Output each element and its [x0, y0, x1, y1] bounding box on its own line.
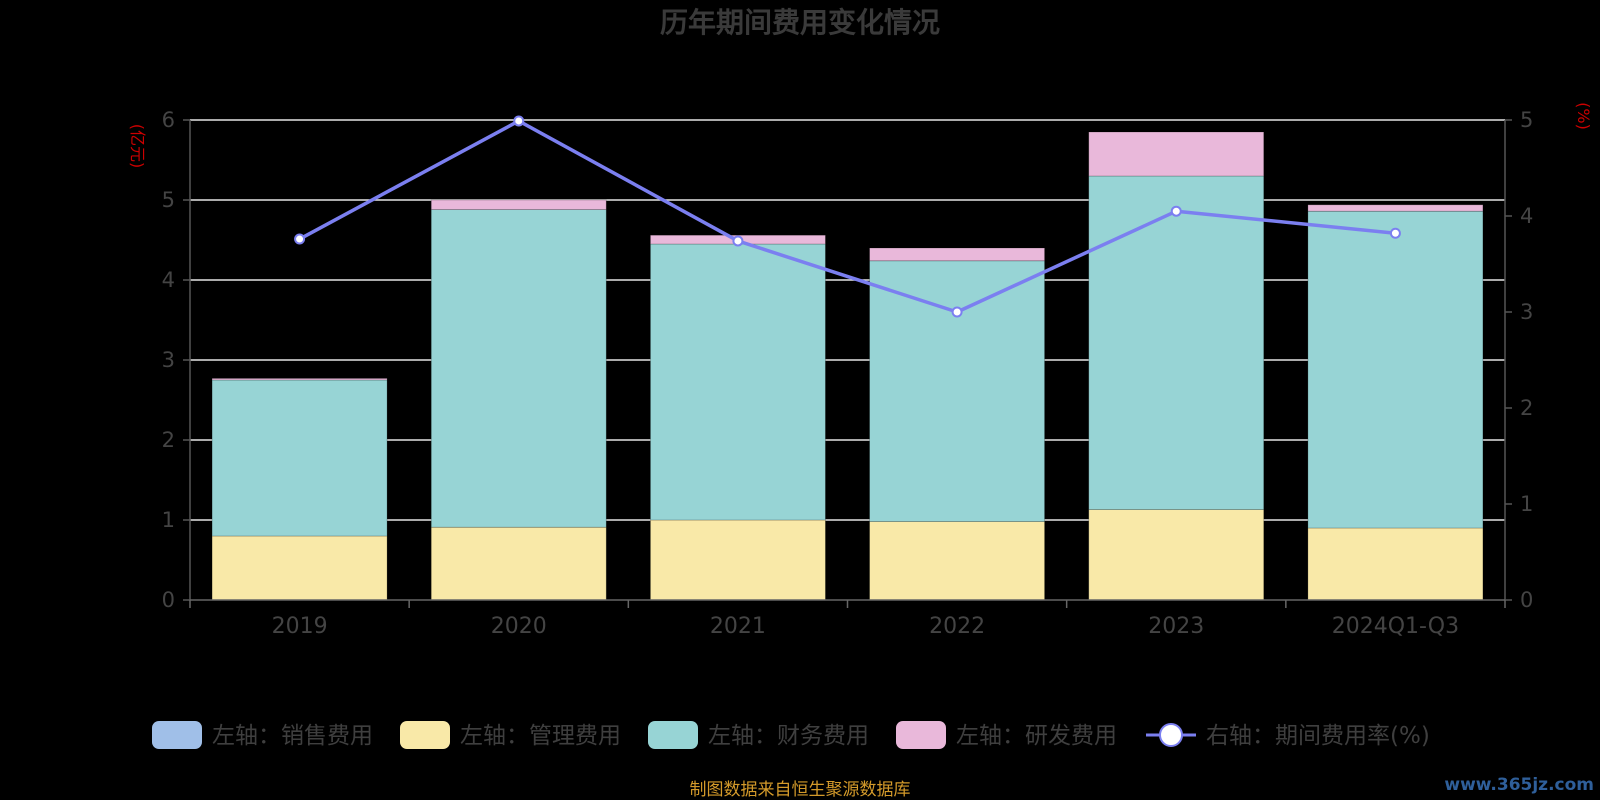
legend-label: 左轴：研发费用: [956, 723, 1117, 749]
category-label: 2020: [491, 614, 547, 639]
line-point: [732, 235, 744, 247]
left-tick-label: 0: [162, 588, 175, 612]
axes: 0 1 2 3 4 5 6 0 1 2 3 4 5 2019 2020 2021 2022 2023 2024Q1-…: [162, 108, 1534, 639]
bar-segment: [211, 379, 388, 537]
legend-swatch: [896, 721, 946, 749]
category-label: 2022: [929, 614, 985, 639]
legend-label: 左轴：财务费用: [708, 723, 869, 749]
legend-label: 左轴：销售费用: [212, 723, 373, 749]
right-tick-label: 5: [1520, 108, 1533, 132]
right-axis-unit: (%): [1574, 102, 1593, 130]
legend: 左轴：销售费用 左轴：管理费用 左轴：财务费用 左轴：研发费用 右轴：期间费用率(%): [152, 721, 1430, 749]
right-tick-label: 3: [1520, 300, 1533, 324]
right-tick-label: 0: [1520, 588, 1533, 612]
line-point: [951, 306, 963, 318]
left-tick-label: 2: [162, 428, 175, 452]
line-point: [1389, 227, 1401, 239]
bar-segment: [650, 519, 826, 601]
left-axis-unit: (亿元): [128, 124, 147, 169]
line-point: [513, 115, 525, 127]
left-tick-label: 5: [162, 188, 175, 212]
watermark: www.365jz.com: [1444, 775, 1594, 795]
bar-segment: [1307, 210, 1484, 529]
left-tick-label: 4: [162, 268, 175, 292]
bar-segment: [1307, 204, 1484, 212]
line-path: [298, 119, 1396, 314]
legend-swatch: [648, 721, 698, 749]
category-label: 2023: [1148, 614, 1204, 639]
right-tick-label: 4: [1520, 204, 1533, 228]
bar-segment: [211, 535, 388, 601]
grid-lines: [190, 119, 1505, 521]
bar-segment: [430, 199, 607, 210]
bar-segment: [869, 521, 1045, 601]
bar-series: [211, 131, 1484, 601]
right-tick-label: 2: [1520, 396, 1533, 420]
line-series: [294, 115, 1401, 318]
legend-label: 左轴：管理费用: [460, 723, 621, 749]
bar-segment: [1307, 527, 1484, 601]
legend-label: 右轴：期间费用率(%): [1206, 723, 1430, 749]
line-point: [294, 233, 306, 245]
bar-segment: [430, 209, 607, 528]
left-tick-label: 1: [162, 508, 175, 532]
bar-segment: [1088, 175, 1265, 511]
left-tick-label: 6: [162, 108, 175, 132]
right-tick-label: 1: [1520, 492, 1533, 516]
bar-segment: [869, 260, 1045, 522]
category-label: 2024Q1-Q3: [1332, 614, 1459, 639]
legend-swatch-marker: [1159, 723, 1183, 747]
chart-title: 历年期间费用变化情况: [660, 6, 940, 39]
legend-swatch: [152, 721, 202, 749]
bar-segment: [430, 526, 607, 601]
line-point: [1170, 205, 1182, 217]
category-label: 2019: [272, 614, 328, 639]
left-tick-label: 3: [162, 348, 175, 372]
bar-segment: [650, 243, 826, 521]
legend-swatch: [400, 721, 450, 749]
bar-segment: [1088, 509, 1265, 601]
bar-segment: [211, 377, 388, 381]
category-label: 2021: [710, 614, 766, 639]
bar-segment: [869, 247, 1045, 262]
bar-segment: [1088, 131, 1265, 177]
source-note: 制图数据来自恒生聚源数据库: [690, 780, 911, 800]
